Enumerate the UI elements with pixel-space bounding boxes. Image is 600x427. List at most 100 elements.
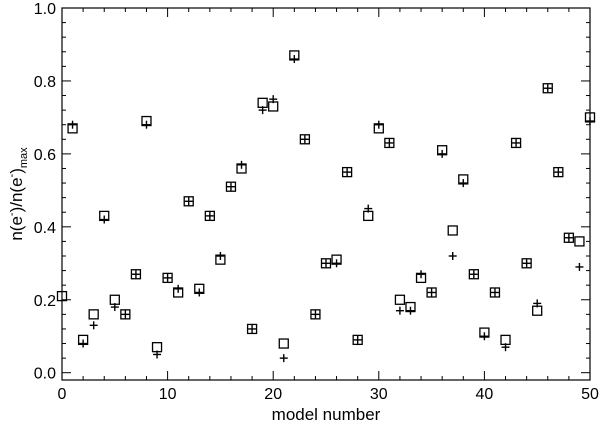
y-axis-title-main: n(e: [7, 216, 26, 241]
square-point: [341, 166, 353, 178]
data-points: [56, 50, 596, 363]
square-point: [299, 134, 311, 145]
x-axis-title: model number: [272, 405, 381, 424]
square-point: [447, 225, 458, 236]
square-point: [120, 309, 131, 320]
square-point: [553, 166, 564, 178]
y-axis-title-mid: )/n(e: [7, 177, 26, 212]
plus-point: [490, 288, 499, 297]
plus-point: [417, 270, 426, 279]
y-tick-label: 0.4: [34, 220, 56, 237]
plus-point: [480, 332, 489, 341]
plus-point: [322, 259, 330, 268]
plus-point: [512, 138, 521, 147]
plus-point: [269, 95, 278, 104]
y-tick-label: 0.8: [34, 74, 56, 91]
square-point: [363, 210, 374, 222]
y-axis-title-end: ): [7, 168, 26, 174]
plus-point: [501, 343, 510, 352]
plus-point: [258, 106, 267, 115]
square-point: [489, 287, 501, 298]
square-point: [257, 97, 268, 108]
square-point: [246, 323, 258, 335]
axis-tick-labels: 0 10 20 30 40 50 0.0 0.2 0.4 0.6 0.8 1.0: [34, 1, 599, 403]
square-point: [384, 137, 395, 149]
axis-ticks: [61, 7, 591, 380]
plus-point: [89, 321, 98, 330]
plus-point: [554, 168, 563, 177]
square-point: [88, 309, 99, 320]
square-point: [532, 305, 543, 316]
square-point: [426, 287, 437, 298]
plus-point: [68, 120, 77, 129]
square-point: [204, 210, 215, 222]
plus-point: [353, 335, 362, 344]
x-tick-label: 10: [159, 386, 177, 403]
plus-point: [332, 259, 341, 268]
y-tick-label: 0.0: [34, 366, 56, 383]
plus-point: [586, 117, 594, 126]
square-point: [394, 294, 406, 305]
square-point: [310, 309, 321, 320]
y-axis-title: n(e-)/n(e-)max: [6, 147, 30, 241]
square-point: [183, 196, 194, 207]
plus-point: [195, 288, 204, 297]
plus-point: [216, 252, 225, 260]
square-point: [352, 334, 363, 346]
plus-point: [79, 339, 88, 348]
square-point: [278, 338, 289, 349]
x-tick-label: 20: [264, 386, 282, 403]
plus-point: [142, 120, 151, 129]
plus-point: [438, 149, 447, 158]
plus-point: [459, 179, 468, 188]
square-point: [268, 101, 279, 112]
y-axis-title-sub: max: [18, 147, 30, 168]
square-point: [109, 294, 120, 305]
plus-point: [248, 324, 257, 333]
plus-point: [469, 270, 478, 279]
x-tick-label: 50: [581, 386, 599, 403]
plus-point: [174, 284, 183, 293]
square-point: [500, 334, 511, 346]
square-point: [542, 83, 553, 94]
plus-point: [131, 270, 140, 279]
plus-point: [279, 354, 288, 363]
plus-point: [533, 299, 542, 308]
y-axis-title-sup1: -: [6, 212, 18, 216]
plus-point: [100, 215, 109, 224]
x-tick-label: 40: [476, 386, 494, 403]
square-point: [162, 272, 173, 284]
y-tick-label: 0.6: [34, 147, 56, 164]
square-point: [521, 258, 532, 269]
plus-point: [406, 306, 415, 315]
square-point: [130, 269, 142, 280]
plus-point: [343, 168, 352, 177]
plus-point: [543, 84, 552, 93]
y-tick-label: 1.0: [34, 1, 56, 18]
square-point: [151, 342, 163, 353]
y-tick-label: 0.2: [34, 293, 56, 310]
plus-point: [110, 303, 119, 312]
plus-point: [564, 233, 573, 242]
plot-frame: [61, 7, 591, 381]
square-point: [563, 232, 575, 243]
square-point: [510, 137, 522, 149]
plus-point: [121, 310, 130, 319]
square-point: [56, 290, 68, 302]
plus-point: [364, 204, 373, 213]
plus-point: [427, 288, 436, 297]
square-point: [574, 236, 585, 247]
plus-point: [290, 55, 299, 64]
plus-point: [184, 197, 193, 206]
plus-point: [448, 252, 457, 260]
plus-point: [226, 182, 235, 191]
plus-point: [300, 135, 309, 144]
plus-point: [522, 259, 531, 268]
x-tick-label: 30: [370, 386, 388, 403]
plus-point: [205, 211, 214, 220]
plus-point: [575, 262, 584, 271]
square-point: [225, 181, 237, 192]
y-axis-title-sup2: -: [6, 173, 18, 177]
square-point: [468, 269, 479, 280]
